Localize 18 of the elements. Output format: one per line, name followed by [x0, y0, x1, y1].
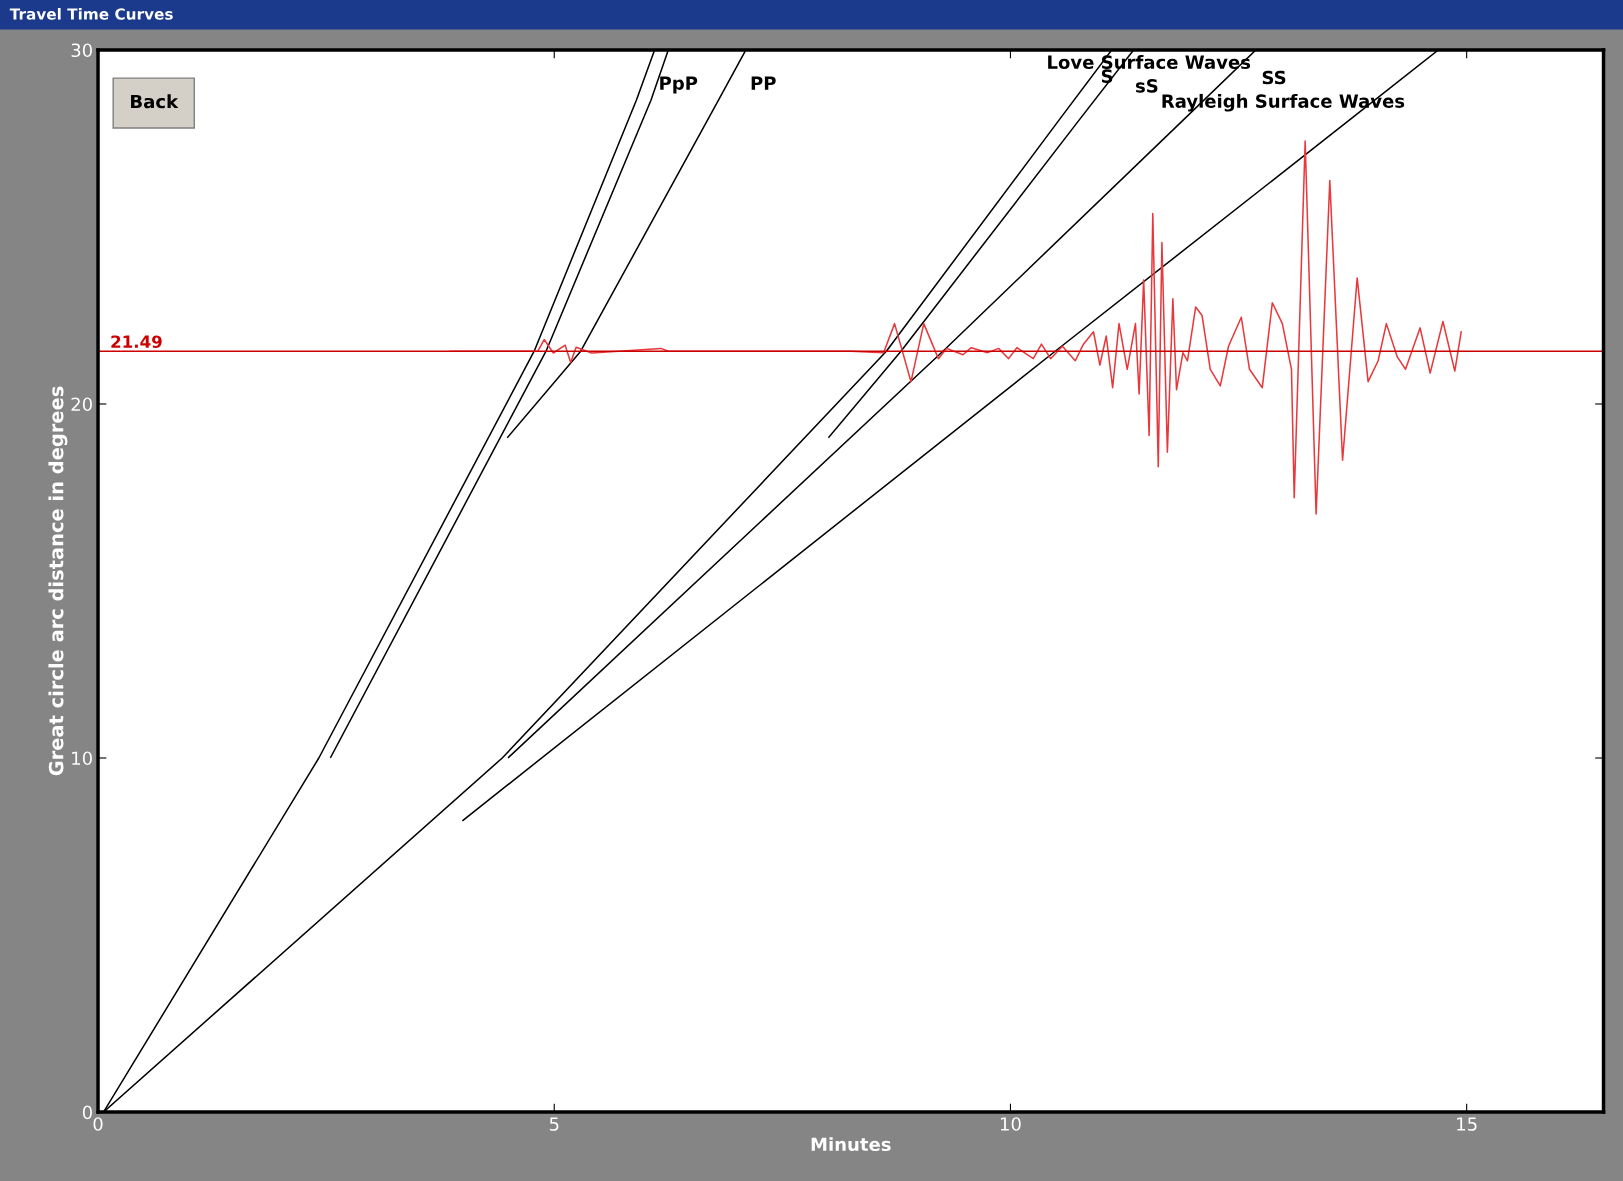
x-tick-label: 5	[549, 1117, 559, 1131]
series-label: SS	[1262, 70, 1286, 85]
ref-line-label: 21.49	[111, 335, 162, 348]
x-tick-label: 15	[1457, 1117, 1477, 1131]
annotation: Back	[131, 94, 179, 109]
x-tick-label: 10	[1000, 1117, 1021, 1131]
x-axis-title: Minutes	[811, 1137, 891, 1152]
y-tick-label: 20	[71, 397, 92, 412]
y-tick-label: 10	[72, 751, 92, 766]
series-label: S	[1101, 69, 1113, 83]
y-tick-label: 30	[71, 43, 92, 58]
series-label: PpP	[660, 76, 698, 94]
series-label: sS	[1135, 79, 1158, 93]
y-tick-label: 0	[82, 1105, 92, 1120]
series-label: PP	[751, 76, 776, 90]
chart-title: Travel Time Curves	[9, 7, 173, 20]
x-tick-label: 0	[93, 1117, 103, 1131]
y-axis-title: Great circle arc distance in degrees	[48, 386, 68, 776]
